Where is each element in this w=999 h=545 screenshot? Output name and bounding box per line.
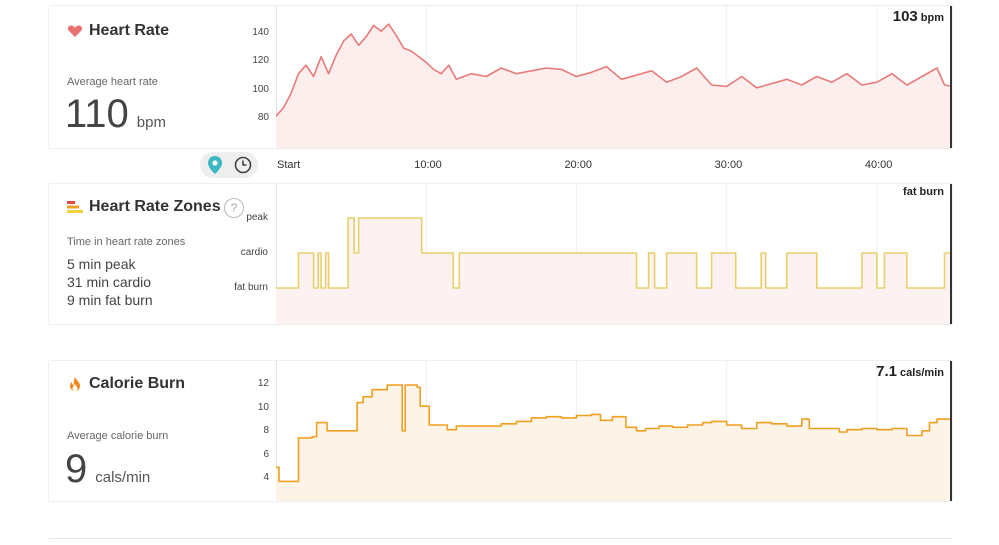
hr-y-tick-label: 140 — [252, 27, 269, 38]
cal-area — [276, 385, 952, 501]
avg-calorie-value: 9 — [65, 447, 88, 491]
avg-calorie-unit: cals/min — [95, 469, 151, 486]
zone-peak-time: 5 min peak — [67, 256, 136, 272]
heart-rate-card: Heart Rate Average heart rate 110 bpm 140… — [49, 6, 952, 148]
calorie-burn-card: Calorie Burn Average calorie burn 9 cals/… — [49, 361, 952, 501]
calorie-title: Calorie Burn — [67, 375, 185, 393]
zones-title-text: Heart Rate Zones — [89, 198, 221, 215]
flame-icon — [70, 377, 80, 391]
zone-fatburn-time: 9 min fat burn — [67, 292, 153, 308]
hr-y-tick-label: 80 — [257, 112, 269, 123]
help-icon[interactable]: ? — [224, 198, 244, 218]
calorie-readout: 7.1 cals/min — [876, 363, 944, 380]
hr-y-tick-label: 100 — [252, 83, 269, 95]
calorie-chart[interactable] — [276, 361, 952, 501]
x-axis-label: 40:00 — [864, 159, 893, 171]
cal-y-tick-label: 4 — [263, 472, 269, 483]
cal-y-tick-label: 8 — [263, 425, 269, 436]
avg-heart-rate-value: 110 — [65, 92, 129, 136]
zones-icon — [67, 201, 83, 213]
bottom-divider — [49, 538, 952, 539]
cal-y-tick-label: 12 — [257, 378, 269, 389]
heart-rate-title: Heart Rate — [67, 22, 169, 40]
x-axis-label: 10:00 — [414, 159, 442, 171]
cal-y-tick-label: 10 — [257, 401, 269, 413]
x-axis-label: 20:00 — [564, 159, 592, 171]
zones-chart[interactable] — [276, 184, 952, 324]
heart-rate-readout: 103 bpm — [893, 8, 944, 25]
calorie-title-text: Calorie Burn — [89, 375, 186, 392]
zone-level-label: peak — [246, 212, 268, 223]
cal-y-tick-label: 6 — [263, 448, 269, 460]
avg-heart-rate: 110 bpm — [65, 92, 166, 137]
hr-y-tick-label: 120 — [252, 55, 269, 67]
zone-cardio-time: 31 min cardio — [67, 274, 152, 290]
heart-rate-title-text: Heart Rate — [89, 22, 170, 39]
avg-calorie-label: Average calorie burn — [67, 430, 169, 442]
current-heart-rate-unit: bpm — [920, 12, 944, 24]
current-zone: fat burn — [903, 186, 944, 198]
heart-rate-zones-card: Heart Rate Zones ? Time in heart rate zo… — [49, 184, 952, 324]
view-toggle — [200, 151, 258, 179]
zone-series-line — [276, 217, 952, 289]
current-calorie-value: 7.1 — [876, 363, 897, 380]
zone-level-label: cardio — [240, 247, 268, 258]
heart-icon — [67, 25, 83, 37]
avg-heart-rate-label: Average heart rate — [67, 76, 158, 88]
hr-area — [276, 24, 952, 148]
zones-sub-label: Time in heart rate zones — [67, 236, 186, 248]
current-calorie-unit: cals/min — [899, 367, 944, 379]
avg-calorie-burn: 9 cals/min — [65, 447, 150, 492]
zone-level-label: fat burn — [234, 282, 268, 293]
x-axis-label: Start — [277, 159, 301, 171]
current-heart-rate-value: 103 — [892, 8, 918, 25]
hr-series-line — [276, 23, 952, 117]
zone-area — [276, 218, 952, 324]
location-pin-icon[interactable] — [208, 156, 222, 174]
heart-rate-chart[interactable] — [276, 6, 952, 148]
zones-title: Heart Rate Zones — [67, 198, 221, 216]
x-axis-label: 30:00 — [714, 159, 743, 171]
clock-icon[interactable] — [234, 156, 252, 174]
avg-heart-rate-unit: bpm — [136, 114, 166, 131]
cal-series-line — [276, 384, 952, 483]
